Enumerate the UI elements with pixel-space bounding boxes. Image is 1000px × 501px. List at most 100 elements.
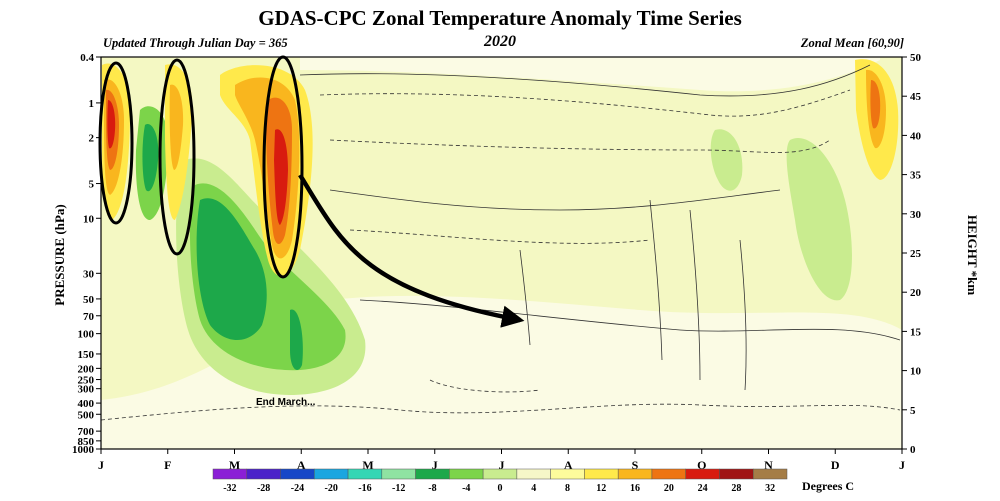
colorbar-swatch (381, 468, 416, 480)
height-tick-label: 25 (910, 248, 922, 260)
colorbar-tick-label: 28 (731, 483, 741, 494)
x-tick-label: O (697, 458, 706, 472)
updated-label: Updated Through Julian Day = 365 (103, 36, 288, 50)
pressure-tick-label: 2 (89, 133, 95, 145)
colorbar-tick-label: -12 (392, 483, 405, 494)
pressure-tick-label: 200 (78, 363, 95, 375)
contour-line (329, 189, 781, 211)
cold-region-feb-core (142, 124, 159, 192)
colorbar-swatch (617, 468, 653, 480)
colorbar: -32 -28 -24 -20 -16 -12 -8 -4 0 4 8 12 16 20 24 28 32 (212, 468, 788, 494)
height-tick-label: 0 (910, 444, 916, 456)
pressure-tick-label: 10 (83, 213, 95, 225)
x-tick-label: N (764, 458, 773, 472)
colorbar-swatch (415, 468, 450, 480)
contour-line (329, 139, 831, 153)
pressure-tick-label: 150 (78, 349, 95, 361)
cold-region-apr (290, 309, 303, 370)
height-tick-label: 50 (910, 52, 922, 64)
pressure-tick-label: 30 (83, 268, 95, 280)
pressure-tick-label: 300 (78, 384, 95, 396)
neutral-band-upper (300, 57, 880, 92)
height-tick-label: 5 (910, 405, 916, 417)
colorbar-swatch (314, 468, 349, 480)
height-tick-label: 15 (910, 326, 922, 338)
colorbar-swatch (212, 468, 248, 480)
colorbar-tick-label: -20 (325, 483, 338, 494)
colorbar-tick-label: 4 (531, 483, 536, 494)
x-tick-label: J (899, 458, 905, 472)
x-tick-label: J (432, 458, 438, 472)
contour-line (689, 209, 701, 381)
pressure-tick-label: 1 (89, 98, 95, 110)
height-tick-label: 40 (910, 130, 922, 142)
colorbar-label: Degrees C (802, 479, 855, 493)
warm-region-feb-core (169, 84, 184, 170)
contour-lines (101, 64, 901, 421)
pressure-tick-label: 100 (78, 329, 95, 341)
contour-line (649, 199, 663, 361)
highlight-ellipse-feb (158, 58, 196, 256)
pressure-tick-label: 400 (78, 398, 95, 410)
colorbar-tick-label: -16 (358, 483, 371, 494)
cold-region-nov (786, 138, 852, 301)
colorbar-swatch (584, 468, 619, 480)
pressure-tick-label: 500 (78, 409, 95, 421)
colorbar-tick-label: -24 (291, 483, 304, 494)
colorbar-swatch (482, 468, 518, 480)
colorbar-swatch (516, 468, 551, 480)
zonal-mean-label: Zonal Mean [60,90] (800, 36, 904, 50)
colorbar-swatch (280, 468, 315, 480)
colorbar-tick-label: -4 (462, 483, 470, 494)
contour-line (429, 379, 541, 393)
x-tick-label: J (98, 458, 104, 472)
colorbar-swatch (752, 468, 788, 480)
colorbar-tick-label: 32 (765, 483, 775, 494)
height-tick-label: 20 (910, 287, 922, 299)
x-tick-label: A (564, 458, 573, 472)
cold-region-oct (710, 129, 743, 191)
height-tick-label: 45 (910, 91, 922, 103)
warm-region-dec-inner (870, 80, 881, 129)
contour-line (101, 403, 901, 421)
colorbar-tick-label: 24 (698, 483, 708, 494)
pressure-tick-label: 850 (78, 436, 95, 448)
colorbar-tick-label: 8 (565, 483, 570, 494)
contour-line (519, 249, 531, 346)
colorbar-swatch (246, 468, 281, 480)
height-tick-label: 30 (910, 209, 922, 221)
colorbar-tick-label: -32 (223, 483, 236, 494)
highlight-ellipse-jan (98, 61, 134, 225)
x-tick-label: F (164, 458, 171, 472)
height-tick-label: 35 (910, 170, 922, 182)
anomaly-field (101, 57, 902, 449)
x-tick-label: D (831, 458, 840, 472)
contour-line (299, 64, 871, 97)
pressure-tick-label: 0.4 (80, 52, 94, 64)
colorbar-tick-label: -8 (428, 483, 436, 494)
contour-line (349, 229, 651, 244)
pressure-tick-label: 50 (83, 294, 95, 306)
colorbar-tick-label: 0 (498, 483, 503, 494)
x-tick-label: A (297, 458, 306, 472)
colorbar-swatch (685, 468, 720, 480)
contour-line (359, 299, 901, 341)
colorbar-swatch (651, 468, 686, 480)
x-tick-label: S (632, 458, 639, 472)
colorbar-swatch (719, 468, 754, 480)
cold-region-mar-core (196, 198, 267, 340)
pressure-tick-label: 250 (78, 375, 95, 387)
x-tick-label: J (499, 458, 505, 472)
propagation-arrow (298, 173, 525, 328)
colorbar-swatch (347, 468, 383, 480)
colorbar-tick-label: 12 (596, 483, 606, 494)
height-tick-label: 10 (910, 366, 922, 378)
warm-region-jan-core (107, 100, 116, 149)
pressure-tick-label: 1000 (72, 444, 95, 456)
x-tick-label: M (362, 458, 373, 472)
year-label: 2020 (484, 33, 516, 50)
contour-line (739, 239, 747, 391)
